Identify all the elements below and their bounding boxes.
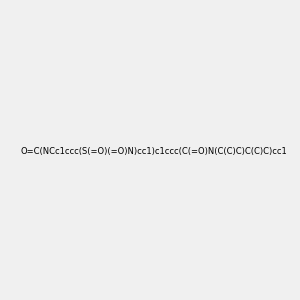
- Text: O=C(NCc1ccc(S(=O)(=O)N)cc1)c1ccc(C(=O)N(C(C)C)C(C)C)cc1: O=C(NCc1ccc(S(=O)(=O)N)cc1)c1ccc(C(=O)N(…: [20, 147, 287, 156]
